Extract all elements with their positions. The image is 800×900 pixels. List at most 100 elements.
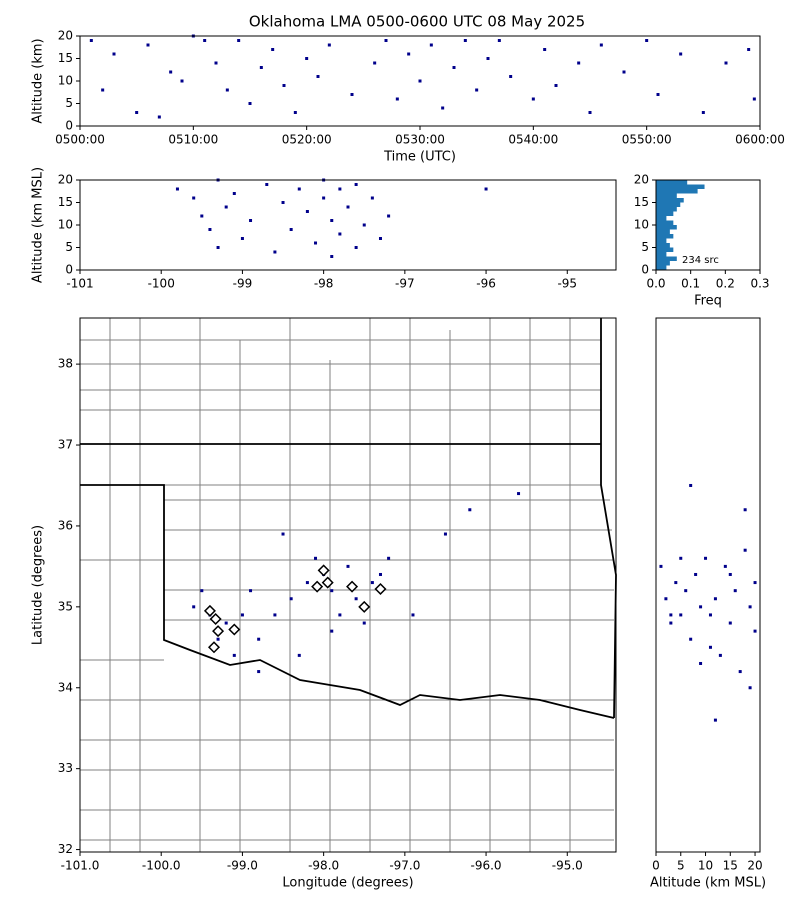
lightning-source — [289, 597, 293, 601]
x-tick-label: 0.0 — [646, 277, 665, 291]
station-marker — [321, 576, 334, 589]
lightning-source — [208, 228, 212, 231]
lightning-source — [112, 52, 116, 56]
histogram-bar — [656, 198, 684, 203]
x-tick-label: -96 — [476, 277, 496, 291]
lightning-source — [216, 246, 220, 249]
state-borders — [80, 318, 617, 719]
lightning-source — [752, 97, 756, 101]
source-count: 234 src — [682, 255, 719, 266]
histogram-bar — [656, 234, 674, 239]
y-tick-label: 5 — [65, 96, 73, 110]
histogram-bar — [656, 261, 670, 266]
x-axis-label: Time (UTC) — [383, 150, 456, 165]
lightning-source — [330, 255, 334, 258]
x-tick-label: 10 — [698, 859, 713, 873]
lightning-source — [314, 241, 318, 245]
lightning-source — [656, 93, 660, 96]
lightning-source — [387, 214, 391, 218]
axes-frame — [655, 317, 761, 853]
x-tick-label: 0520:00 — [282, 133, 332, 147]
lightning-source — [224, 621, 228, 625]
lightning-source — [699, 605, 703, 609]
lightning-source — [146, 43, 150, 47]
lightning-source — [753, 581, 757, 585]
lightning-source — [429, 43, 433, 47]
lightning-source — [748, 605, 752, 609]
x-tick-label: 0.1 — [681, 277, 700, 291]
x-tick-label: -100.0 — [142, 859, 181, 873]
station-marker — [209, 612, 222, 625]
histogram-bar — [656, 229, 670, 234]
lightning-source — [305, 57, 309, 60]
lightning-source — [679, 556, 683, 560]
lightning-source — [314, 556, 318, 560]
lightning-source — [718, 653, 722, 657]
lightning-source — [192, 605, 196, 609]
lightning-source — [441, 106, 445, 110]
lightning-source — [192, 196, 196, 200]
y-tick-label: 5 — [65, 240, 73, 254]
y-tick-label: 20 — [58, 173, 73, 187]
y-tick-label: 15 — [634, 195, 649, 209]
lightning-source — [486, 57, 490, 60]
lightning-source — [684, 589, 688, 593]
lightning-source — [257, 670, 261, 674]
y-axis-label: Altitude (km MSL) — [31, 167, 46, 283]
histogram-bar — [656, 211, 674, 216]
station-marker — [374, 583, 387, 596]
lightning-source — [674, 581, 678, 585]
lightning-source — [224, 205, 228, 209]
x-tick-label: -99 — [233, 277, 253, 291]
lightning-source — [728, 572, 732, 576]
x-tick-label: -99.0 — [227, 859, 258, 873]
y-tick-label: 33 — [58, 761, 73, 775]
axes-frame — [79, 317, 617, 853]
lightning-source — [708, 613, 712, 617]
histogram-bar — [656, 216, 667, 221]
x-tick-label: -97.0 — [389, 859, 420, 873]
y-tick-label: 38 — [58, 357, 73, 371]
histogram-bar — [656, 180, 688, 185]
histogram-bar — [656, 265, 667, 270]
lightning-source — [468, 508, 472, 512]
lightning-source — [354, 246, 358, 249]
lightning-source — [232, 653, 236, 657]
lightning-source — [531, 97, 535, 101]
lightning-source — [297, 187, 301, 191]
lightning-source — [259, 66, 263, 69]
axes-frame — [655, 179, 761, 271]
lightning-source — [237, 39, 241, 42]
station-marker — [203, 604, 216, 617]
x-tick-label: 20 — [747, 859, 762, 873]
lightning-source — [249, 589, 253, 593]
axes-frame — [79, 179, 617, 271]
y-tick-label: 5 — [641, 240, 649, 254]
lightning-source — [330, 629, 334, 633]
lightning-source — [724, 61, 728, 65]
x-tick-label: 0600:00 — [735, 133, 785, 147]
lightning-source — [180, 79, 184, 83]
x-tick-label: 0.2 — [716, 277, 735, 291]
station-marker — [346, 580, 359, 593]
x-tick-label: -101.0 — [61, 859, 100, 873]
lightning-source — [346, 564, 350, 568]
lightning-source — [704, 556, 708, 560]
histogram-bar — [656, 193, 677, 198]
histogram-bar — [656, 252, 667, 257]
lightning-source — [330, 219, 334, 222]
lightning-source — [265, 183, 269, 186]
lightning-source — [354, 183, 358, 186]
lightning-source — [225, 88, 229, 92]
lightning-source — [293, 111, 297, 114]
lightning-source — [175, 187, 179, 191]
lightning-source — [271, 48, 275, 51]
lightning-source — [411, 613, 415, 617]
lightning-source — [101, 88, 105, 92]
lightning-source — [743, 548, 747, 552]
x-tick-label: 0.3 — [750, 277, 769, 291]
lightning-source — [200, 589, 204, 593]
station-marker — [212, 625, 225, 638]
lightning-source — [346, 205, 350, 209]
x-tick-label: 0530:00 — [395, 133, 445, 147]
